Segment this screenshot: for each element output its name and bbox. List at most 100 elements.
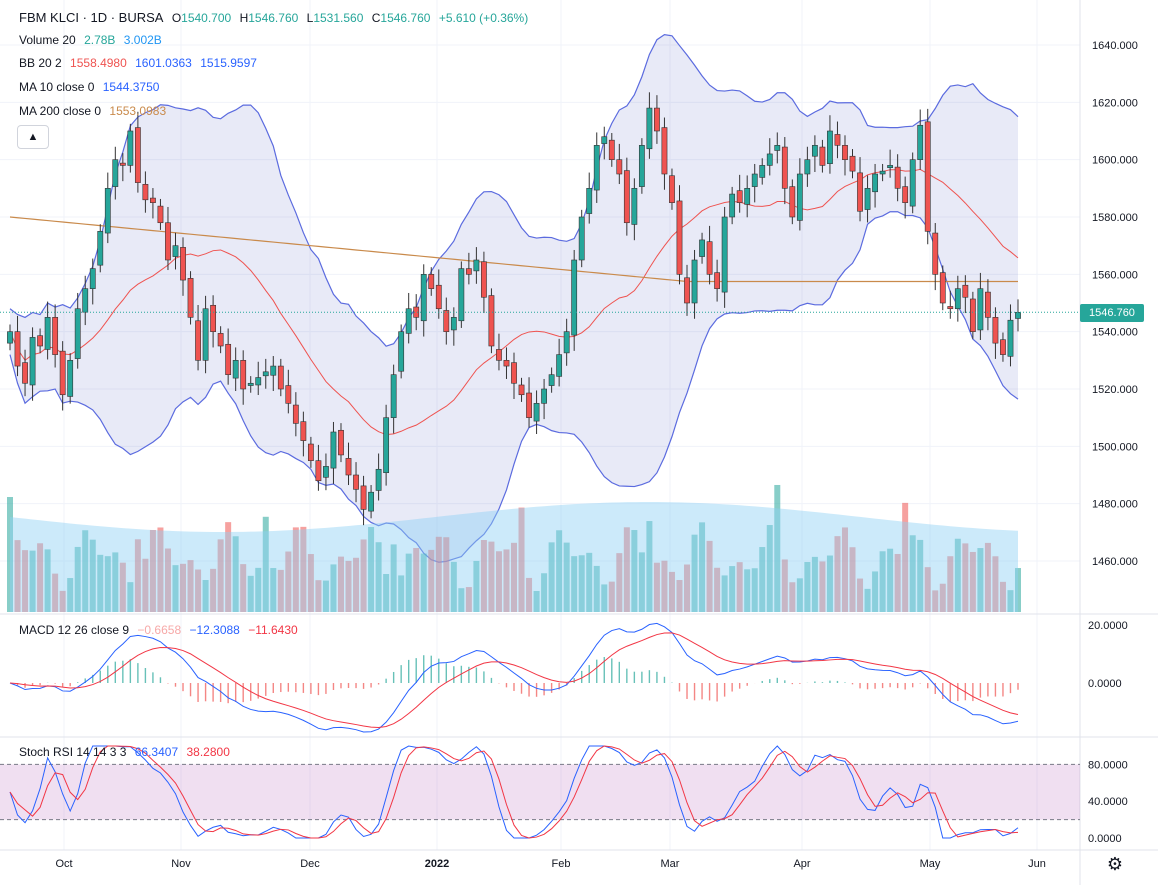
candle-body [405, 308, 412, 334]
candle-body [262, 371, 269, 377]
volume-bar [578, 555, 585, 612]
candle-body [503, 360, 510, 367]
candle-body [714, 272, 721, 289]
price-tick-label: 1460.000 [1092, 556, 1138, 568]
close-value: 1546.760 [380, 11, 431, 25]
volume-bar [172, 565, 179, 612]
candle-body [390, 374, 397, 418]
candle-body [744, 188, 751, 205]
candle-body [450, 317, 457, 331]
candle-body [518, 384, 525, 396]
volume-legend[interactable]: Volume 20 2.78B 3.002B [19, 33, 167, 47]
candle-body [977, 288, 984, 331]
volume-bar [435, 536, 442, 612]
volume-bar [255, 567, 262, 612]
time-tick-label: Apr [793, 858, 810, 870]
volume-bar [52, 573, 59, 612]
volume-bar [962, 543, 969, 612]
candle-body [97, 231, 104, 266]
candle-body [511, 362, 517, 384]
collapse-legend-button[interactable]: ▲ [17, 125, 49, 149]
candle-body [872, 173, 878, 193]
ma200-line [9, 216, 1018, 283]
time-tick-label: 2022 [425, 858, 449, 870]
candle-body [909, 159, 916, 207]
volume-bar [714, 567, 721, 612]
close-label: C [371, 11, 381, 25]
price-tick-label: 1540.000 [1092, 327, 1138, 339]
volume-bar [759, 547, 766, 612]
candle-body [736, 190, 743, 203]
stoch-legend[interactable]: Stoch RSI 14 14 3 3 66.3407 38.2800 [19, 745, 235, 759]
volume-bar [616, 553, 623, 612]
gear-icon[interactable]: ⚙ [1106, 854, 1124, 874]
volume-bar [59, 590, 66, 612]
volume-bar [353, 557, 360, 612]
volume-bar [631, 530, 638, 612]
open-value: 1540.700 [181, 11, 232, 25]
candle-body [834, 134, 841, 146]
volume-bar [744, 569, 751, 612]
candle-body [819, 146, 826, 166]
candle-body [134, 127, 141, 183]
ma10-value: 1544.3750 [102, 80, 160, 94]
volume-bar [909, 535, 916, 612]
volume-bar [157, 527, 164, 612]
candle-body [383, 417, 390, 474]
bb-legend[interactable]: BB 20 2 1558.4980 1601.0363 1515.9597 [19, 56, 262, 70]
symbol-title[interactable]: FBM KLCI · 1D · BURSA [19, 10, 164, 25]
volume-ma-area [10, 502, 1018, 612]
volume-bar [924, 567, 931, 612]
volume-bar [112, 552, 119, 612]
ma10-label: MA 10 close 0 [19, 80, 95, 94]
candle-body [300, 421, 307, 441]
ma10-legend[interactable]: MA 10 close 0 1544.3750 [19, 80, 164, 94]
bb-basis-line [9, 168, 1019, 436]
volume-bar [225, 522, 232, 612]
volume-bar [7, 497, 13, 612]
volume-bar [857, 578, 864, 612]
macd-legend[interactable]: MACD 12 26 close 9 −0.6658 −12.3088 −11.… [19, 623, 303, 637]
volume-bar [164, 548, 171, 612]
candle-body [842, 145, 848, 160]
ma200-legend[interactable]: MA 200 close 0 1553.0983 [19, 104, 171, 118]
macd-value: −12.3088 [189, 623, 240, 637]
volume-bar [375, 542, 382, 612]
volume-bar [262, 516, 269, 612]
candle-body [345, 458, 352, 476]
stoch-band [0, 763, 1080, 821]
volume-bar [902, 502, 909, 612]
volume-bar [247, 575, 254, 612]
macd-hist-value: −0.6658 [137, 623, 182, 637]
volume-bar [97, 554, 104, 612]
bb-label: BB 20 2 [19, 56, 62, 70]
candle-body [684, 277, 690, 304]
candle-body [14, 331, 21, 367]
candle-body [774, 145, 781, 151]
macd-line [9, 622, 1019, 733]
volume-bar [44, 549, 51, 612]
volume-bar [503, 549, 510, 612]
volume-bar [217, 539, 224, 612]
volume-bar [932, 590, 939, 612]
volume-bar [661, 560, 668, 612]
candle-body [608, 139, 615, 160]
volume-bar [450, 561, 457, 612]
volume-bar [571, 556, 578, 612]
candle-body [638, 145, 645, 187]
volume-bar [608, 581, 615, 612]
volume-bar [721, 575, 728, 612]
symbol-header: FBM KLCI · 1D · BURSA O1540.700 H1546.76… [19, 10, 533, 25]
candle-body [240, 360, 247, 390]
candle-body [857, 172, 863, 212]
candle-body [180, 247, 186, 281]
volume-bar [969, 551, 976, 612]
volume-bar [541, 573, 548, 612]
volume-bar [322, 580, 329, 612]
bb-lower: 1515.9597 [200, 56, 257, 70]
volume-bar [240, 564, 247, 612]
volume-bar [601, 584, 608, 612]
macd-signal-value: −11.6430 [248, 623, 298, 637]
volume-bar [954, 538, 961, 612]
candle-body [593, 145, 600, 191]
